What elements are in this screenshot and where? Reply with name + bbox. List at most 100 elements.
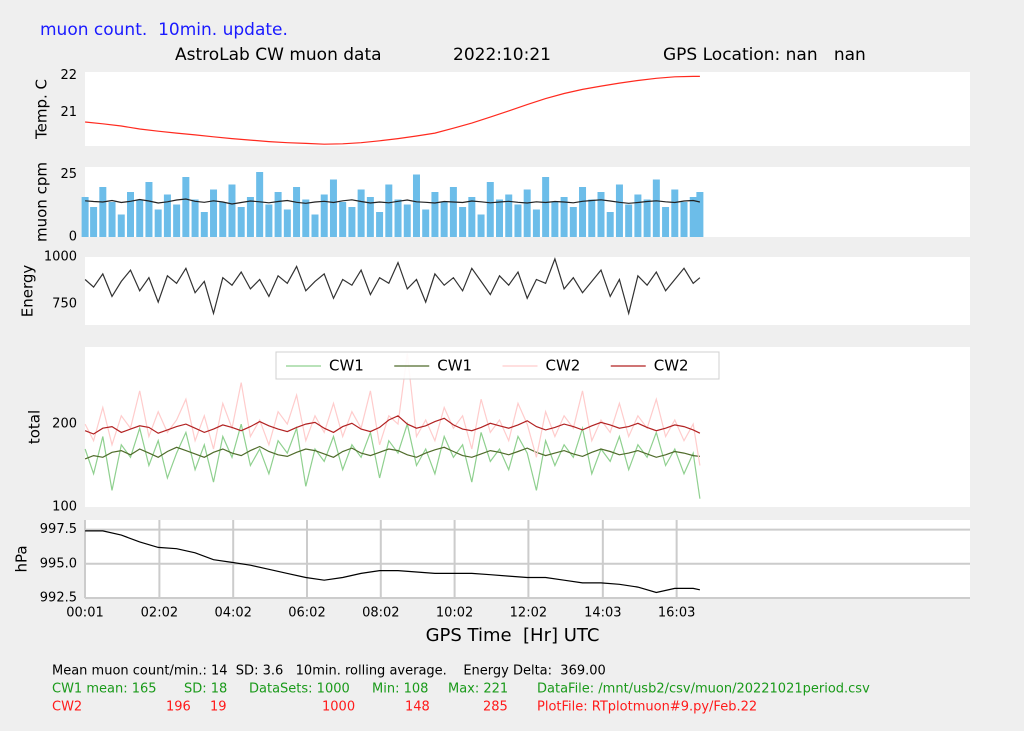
- bar: [302, 199, 310, 237]
- x-tick-label: 00:01: [66, 606, 103, 621]
- bar: [311, 214, 319, 237]
- line: [84, 257, 701, 316]
- bar: [588, 199, 596, 237]
- bar: [689, 197, 697, 237]
- cw2-stat: 196: [166, 700, 191, 715]
- summary: Mean muon count/min.: 14 SD: 3.6 10min. …: [52, 664, 606, 679]
- panel: [85, 72, 970, 146]
- y-tick-label: 22: [60, 68, 77, 83]
- date: 2022:10:21: [453, 45, 551, 65]
- bar: [680, 202, 688, 237]
- y-axis-label: hPa: [13, 545, 31, 572]
- bar: [579, 187, 587, 237]
- bar: [256, 172, 264, 237]
- y-tick-label: 750: [52, 296, 77, 311]
- y-tick-label: 0: [69, 230, 77, 245]
- bar: [163, 194, 171, 237]
- bar: [597, 192, 605, 237]
- cw1-stat: DataFile: /mnt/usb2/csv/muon/20221021per…: [537, 682, 870, 697]
- bar: [376, 212, 384, 237]
- x-tick-label: 16:03: [658, 606, 695, 621]
- bar: [551, 202, 559, 237]
- bar: [81, 197, 89, 237]
- bar: [625, 204, 633, 237]
- chart-title: AstroLab CW muon data: [175, 45, 382, 65]
- bar: [532, 209, 540, 237]
- y-tick-label: 100: [52, 500, 77, 515]
- y-axis-label: Energy: [19, 265, 37, 318]
- line: [85, 198, 701, 205]
- bar: [366, 197, 374, 237]
- line: [85, 530, 701, 594]
- legend-label: CW1: [437, 357, 472, 375]
- x-axis-label: GPS Time [Hr] UTC: [426, 625, 600, 646]
- bar: [459, 207, 467, 237]
- bar: [136, 199, 144, 237]
- bar: [422, 209, 430, 237]
- cw2-stat: PlotFile: RTplotmuon#9.py/Feb.22: [537, 700, 757, 715]
- bar: [496, 199, 504, 237]
- bar: [477, 214, 485, 237]
- bar: [652, 179, 660, 237]
- location: GPS Location: nan nan: [663, 45, 866, 65]
- bar: [126, 192, 134, 237]
- bar: [191, 199, 199, 237]
- bar: [329, 179, 337, 237]
- line: [84, 421, 701, 499]
- line: [84, 415, 701, 435]
- bar: [514, 204, 522, 237]
- line: [84, 445, 700, 460]
- bar: [219, 202, 227, 237]
- bar: [486, 182, 494, 237]
- bar: [662, 207, 670, 237]
- bar: [154, 209, 162, 237]
- x-tick-label: 08:02: [362, 606, 399, 621]
- cw2-stat: 148: [405, 700, 430, 715]
- x-tick-label: 04:02: [214, 606, 251, 621]
- legend-label: CW2: [546, 357, 581, 375]
- bar: [696, 192, 704, 237]
- y-tick-label: 1000: [44, 250, 77, 265]
- bar: [90, 207, 98, 237]
- cw2-stat: 19: [210, 700, 227, 715]
- x-tick-label: 02:02: [141, 606, 178, 621]
- y-tick-label: 995.0: [40, 556, 77, 571]
- cw1-stat: DataSets: 1000: [249, 682, 350, 697]
- bar: [173, 204, 181, 237]
- bar: [283, 209, 291, 237]
- bar: [357, 189, 365, 237]
- cw1-stat: Min: 108: [372, 682, 428, 697]
- line: [85, 75, 700, 145]
- bar: [200, 212, 208, 237]
- bar: [237, 207, 245, 237]
- x-tick-label: 10:02: [436, 606, 473, 621]
- bar: [569, 207, 577, 237]
- bar: [560, 197, 568, 237]
- bar: [643, 199, 651, 237]
- bar: [108, 202, 116, 237]
- bar: [449, 187, 457, 237]
- bar: [228, 184, 236, 237]
- bar: [385, 184, 393, 237]
- cw1-stat: Max: 221: [448, 682, 508, 697]
- bar: [615, 184, 623, 237]
- x-tick-label: 12:02: [510, 606, 547, 621]
- bar: [182, 177, 190, 237]
- bar: [412, 174, 420, 237]
- bar: [634, 194, 642, 237]
- x-tick-label: 14:03: [584, 606, 621, 621]
- y-tick-label: 200: [52, 417, 77, 432]
- bar: [505, 194, 513, 237]
- bar: [394, 199, 402, 237]
- bar: [246, 197, 254, 237]
- bar: [145, 182, 153, 237]
- bar: [265, 204, 273, 237]
- cw1-stat: SD: 18: [184, 682, 227, 697]
- cw2-stat: 1000: [322, 700, 355, 715]
- bar: [431, 192, 439, 237]
- y-tick-label: 21: [60, 105, 77, 120]
- bar: [117, 214, 125, 237]
- bar: [403, 204, 411, 237]
- subtitle: muon count. 10min. update.: [40, 20, 288, 40]
